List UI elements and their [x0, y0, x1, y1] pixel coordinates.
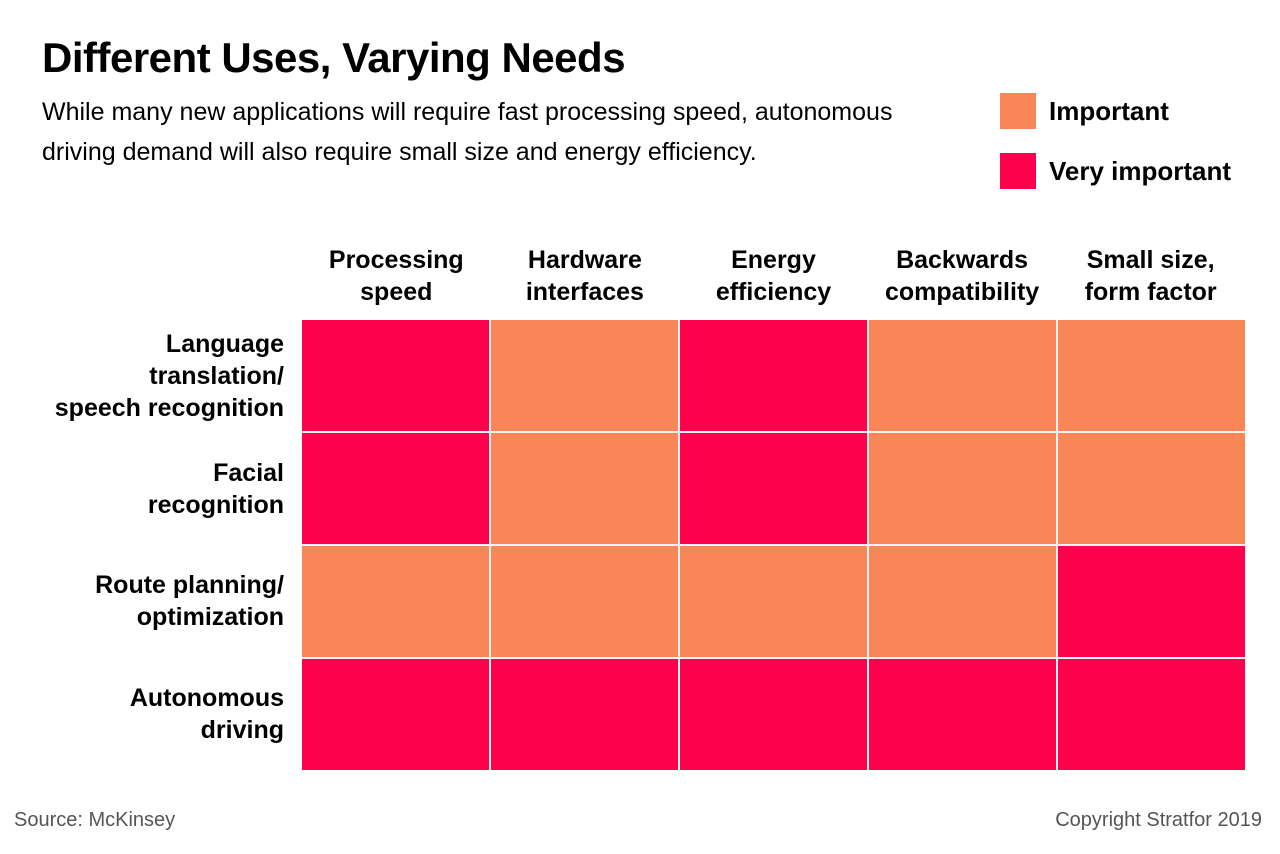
heatmap-cell-autonomous-driving-hardware-interfaces: [491, 659, 678, 770]
column-header-backwards-compatibility: Backwards compatibility: [884, 246, 1040, 306]
legend: Important Very important: [1000, 92, 1270, 212]
heatmap-cell-autonomous-driving-energy-efficiency: [680, 659, 867, 770]
heatmap-cell-facial-recognition-small-size-form-factor: [1058, 433, 1245, 544]
row-header-autonomous-driving: Autonomous driving: [129, 683, 284, 744]
heatmap-cell-route-planning-optimization-hardware-interfaces: [491, 546, 678, 657]
column-header-energy-efficiency: Energy efficiency: [715, 246, 832, 306]
heatmap-cell-autonomous-driving-backwards-compatibility: [869, 659, 1056, 770]
column-header-processing-speed: Processing speed: [328, 246, 464, 306]
legend-label-very-important: Very important: [1049, 155, 1232, 186]
column-header-hardware-interfaces: Hardware interfaces: [525, 246, 644, 306]
source-note: Source: McKinsey: [14, 809, 176, 831]
heatmap-cell-route-planning-optimization-energy-efficiency: [680, 546, 867, 657]
heatmap-cell-language-translation-speech-recognition-backwards-compatibility: [869, 320, 1056, 431]
heatmap-cell-autonomous-driving-small-size-form-factor: [1058, 659, 1245, 770]
heatmap-grid: [302, 320, 1245, 770]
row-header-route-planning: Route planning/ optimization: [95, 571, 284, 632]
legend-item-important: Important: [1000, 92, 1270, 130]
copyright-note: Copyright Stratfor 2019: [1055, 809, 1262, 831]
heatmap-cell-language-translation-speech-recognition-energy-efficiency: [680, 320, 867, 431]
heatmap-cell-language-translation-speech-recognition-processing-speed: [302, 320, 489, 431]
heatmap-cell-route-planning-optimization-processing-speed: [302, 546, 489, 657]
legend-item-very-important: Very important: [1000, 152, 1270, 190]
column-headers: Processing speed Hardware interfaces Ene…: [302, 244, 1245, 314]
heatmap-cell-facial-recognition-processing-speed: [302, 433, 489, 544]
heatmap-cell-route-planning-optimization-small-size-form-factor: [1058, 546, 1245, 657]
row-headers: Language translation/ speech recognition…: [20, 320, 284, 770]
row-header-language-translation: Language translation/ speech recognition: [54, 330, 284, 423]
chart-subtitle: While many new applications will require…: [42, 98, 893, 166]
heatmap-cell-facial-recognition-hardware-interfaces: [491, 433, 678, 544]
row-header-facial-recognition: Facial recognition: [147, 458, 284, 519]
legend-swatch-important: [1000, 93, 1036, 129]
heatmap-cell-facial-recognition-energy-efficiency: [680, 433, 867, 544]
heatmap-cell-language-translation-speech-recognition-small-size-form-factor: [1058, 320, 1245, 431]
legend-label-important: Important: [1049, 95, 1169, 126]
heatmap-cell-route-planning-optimization-backwards-compatibility: [869, 546, 1056, 657]
chart-title: Different Uses, Varying Needs: [42, 34, 626, 81]
heatmap-cell-language-translation-speech-recognition-hardware-interfaces: [491, 320, 678, 431]
legend-swatch-very-important: [1000, 153, 1036, 189]
column-header-small-size: Small size, form factor: [1084, 246, 1217, 306]
heatmap-cell-facial-recognition-backwards-compatibility: [869, 433, 1056, 544]
heatmap-cell-autonomous-driving-processing-speed: [302, 659, 489, 770]
